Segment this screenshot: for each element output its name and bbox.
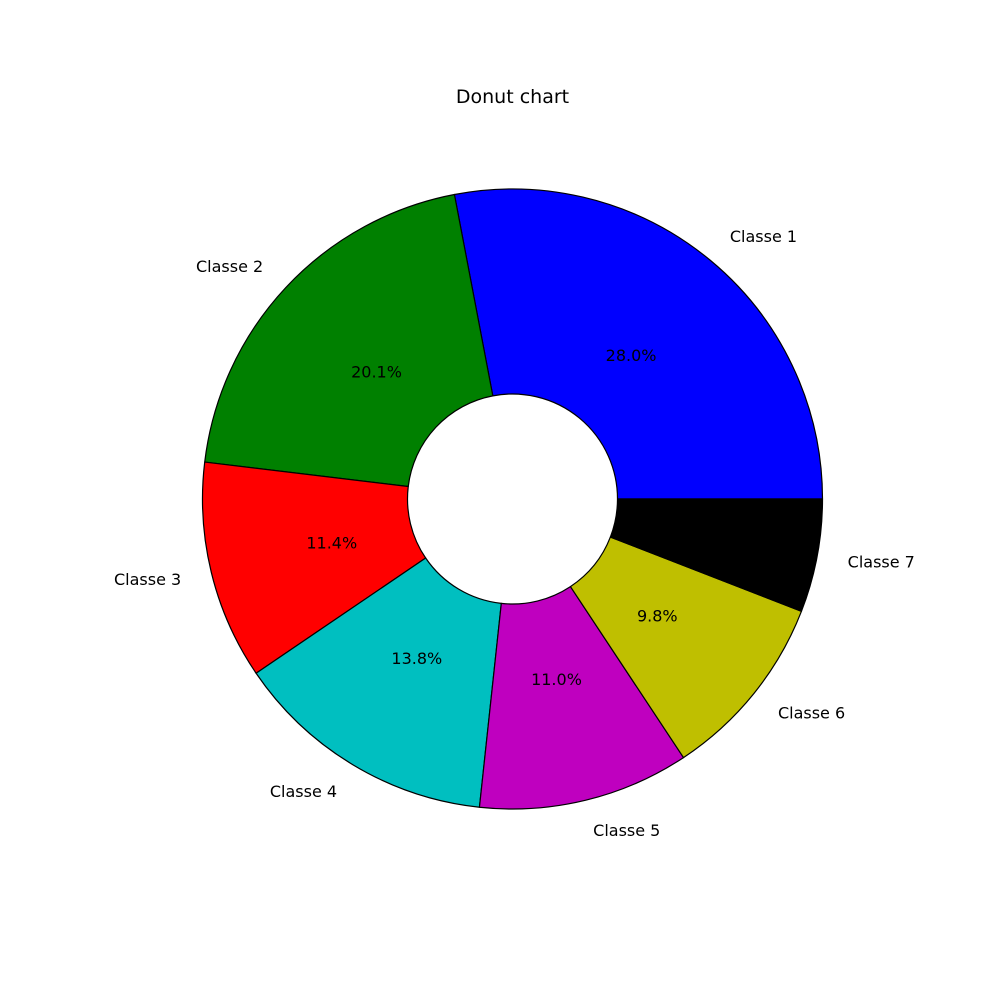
- donut-labels: Classe 1 28.0% Classe 2 20.1% Classe 3 11.4% C…: [114, 227, 915, 840]
- chart-title: Donut chart: [455, 86, 570, 108]
- slice-label: Classe 4: [270, 782, 337, 801]
- slice-label: Classe 3: [114, 570, 181, 589]
- slice-label: Classe 6: [778, 704, 845, 723]
- donut-slice: [569, 536, 803, 759]
- donut-slice: [255, 557, 502, 808]
- slice-percent-label: 13.8%: [391, 649, 442, 668]
- slice-percent-label: 28.0%: [606, 346, 657, 365]
- donut-slice: [201, 461, 427, 674]
- slice-label: Classe 7: [848, 552, 915, 571]
- slice-label: Classe 1: [730, 227, 797, 246]
- donut-slice: [204, 193, 494, 488]
- slice-label: Classe 5: [593, 821, 660, 840]
- slice-percent-label: 11.0%: [531, 670, 582, 689]
- slice-percent-label: 9.8%: [637, 606, 678, 625]
- donut-slice: [478, 585, 685, 810]
- donut-slices: [201, 188, 824, 810]
- donut-slice: [609, 498, 824, 612]
- slice-percent-label: 20.1%: [351, 363, 402, 382]
- donut-slice: [453, 188, 824, 500]
- slice-percent-label: 11.4%: [306, 533, 357, 552]
- slice-label: Classe 2: [196, 257, 263, 276]
